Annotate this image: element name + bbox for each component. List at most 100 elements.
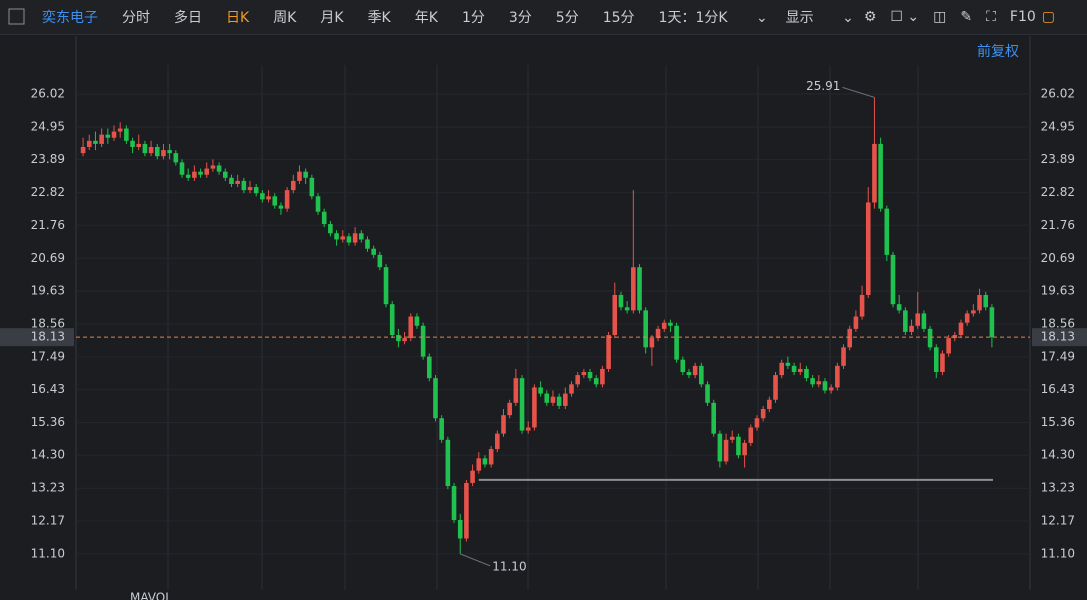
candle-body: [383, 267, 389, 305]
display-menu[interactable]: 显示 ⌄: [785, 10, 854, 26]
candle-body: [810, 378, 815, 385]
period-tab[interactable]: 多日: [174, 10, 202, 26]
candle-body: [377, 254, 383, 268]
y-tick-label: 24.95: [31, 119, 65, 133]
candle-body: [674, 325, 679, 360]
candle-body: [260, 193, 265, 200]
candle-body: [519, 378, 525, 431]
candle-body: [791, 365, 797, 373]
candle-body: [402, 338, 407, 342]
period-tab[interactable]: 周K: [273, 10, 297, 26]
y-tick-label: 22.82: [31, 185, 65, 199]
price-tag: 18.13: [31, 330, 65, 344]
period-tab[interactable]: 月K: [320, 10, 344, 26]
period-tab[interactable]: 季K: [367, 10, 391, 26]
y-tick-label-right: 15.36: [1041, 415, 1075, 429]
candle-body: [130, 140, 135, 147]
candle-body: [167, 150, 172, 154]
y-tick-label: 14.30: [31, 448, 65, 462]
toolbar-right: 显示 ⌄ ⚙ ☐ ⌄ ◫ ✎ ⛶ F10 ▢: [786, 0, 1079, 34]
camera-icon[interactable]: ◫: [933, 9, 947, 25]
candle-body: [977, 294, 982, 311]
candle-body: [940, 353, 945, 373]
candle-body: [451, 486, 457, 520]
candle-body: [315, 196, 321, 212]
candle-body: [247, 187, 253, 191]
candle-body: [142, 143, 148, 154]
candle-body: [612, 294, 618, 336]
candle-body: [643, 310, 648, 348]
period-tab[interactable]: 5分: [555, 10, 579, 26]
candle-body: [198, 171, 203, 175]
candle-body: [340, 236, 346, 240]
candle-body: [816, 381, 822, 385]
candle-body: [958, 322, 964, 336]
candle-body: [556, 396, 562, 406]
candle-body: [989, 307, 995, 338]
candle-body: [464, 482, 469, 539]
candle-body: [841, 347, 846, 366]
candle-body: [253, 187, 259, 194]
candle-body: [290, 180, 296, 191]
candle-body: [760, 408, 766, 419]
period-tab[interactable]: 1分: [461, 10, 485, 26]
high-pointer: [842, 86, 875, 98]
candle-body: [111, 131, 117, 138]
candle-body: [309, 177, 315, 197]
candle-body: [396, 335, 401, 342]
y-tick-label-right: 26.02: [1041, 86, 1075, 100]
candle-body: [853, 316, 859, 329]
period-tab[interactable]: 年K: [414, 10, 438, 26]
candle-body: [903, 310, 908, 332]
candle-body: [427, 356, 432, 379]
candle-body: [550, 396, 556, 403]
candle-body: [476, 458, 482, 471]
panel-icon[interactable]: [8, 8, 26, 26]
y-tick-label-right: 16.43: [1041, 382, 1075, 396]
draw-icon[interactable]: ✎: [960, 9, 973, 25]
candle-body: [507, 402, 512, 416]
candle-body: [927, 328, 933, 348]
box-icon[interactable]: ☐ ⌄: [890, 9, 920, 25]
candle-body: [321, 211, 327, 225]
fullscreen-icon[interactable]: ⛶: [986, 9, 996, 25]
candle-body: [952, 335, 958, 339]
candle-body: [581, 372, 587, 376]
candle-body: [272, 196, 278, 206]
candle-body: [729, 436, 735, 440]
y-tick-label-right: 19.63: [1041, 283, 1075, 297]
candle-body: [284, 190, 290, 209]
candle-body: [179, 162, 185, 175]
period-tab[interactable]: 日K: [226, 10, 250, 26]
candle-body: [241, 180, 247, 191]
candle-body: [124, 128, 129, 141]
candle-body: [822, 381, 828, 391]
y-tick-label: 20.69: [31, 251, 65, 265]
volume-legend: MAVOL: [130, 591, 172, 600]
candle-body: [835, 365, 840, 388]
period-tab[interactable]: 3分: [508, 10, 532, 26]
low-label: 11.10: [492, 559, 526, 573]
period-tab[interactable]: 分时: [122, 10, 150, 26]
candle-body: [946, 338, 951, 354]
settings-icon[interactable]: ⚙: [863, 9, 877, 25]
f10[interactable]: F10: [1009, 9, 1036, 25]
period-tab[interactable]: 15分: [602, 10, 635, 26]
stock-name[interactable]: 奕东电子: [42, 10, 98, 26]
candle-body: [828, 387, 834, 391]
candle-body: [563, 393, 568, 406]
candle-body: [711, 402, 716, 434]
candle-body: [896, 304, 902, 311]
candle-body: [587, 372, 593, 379]
range-select[interactable]: 1天：1分K ⌄: [658, 10, 768, 26]
y-tick-label: 21.76: [31, 218, 65, 232]
candle-body: [525, 427, 531, 431]
candle-body: [575, 375, 580, 385]
candle-body: [785, 362, 791, 366]
corner-icon[interactable]: ▢: [1041, 9, 1055, 25]
candle-body: [204, 168, 210, 175]
adjust-mode[interactable]: 前复权: [977, 44, 1019, 60]
y-tick-label: 16.43: [31, 382, 65, 396]
candle-body: [865, 202, 871, 295]
